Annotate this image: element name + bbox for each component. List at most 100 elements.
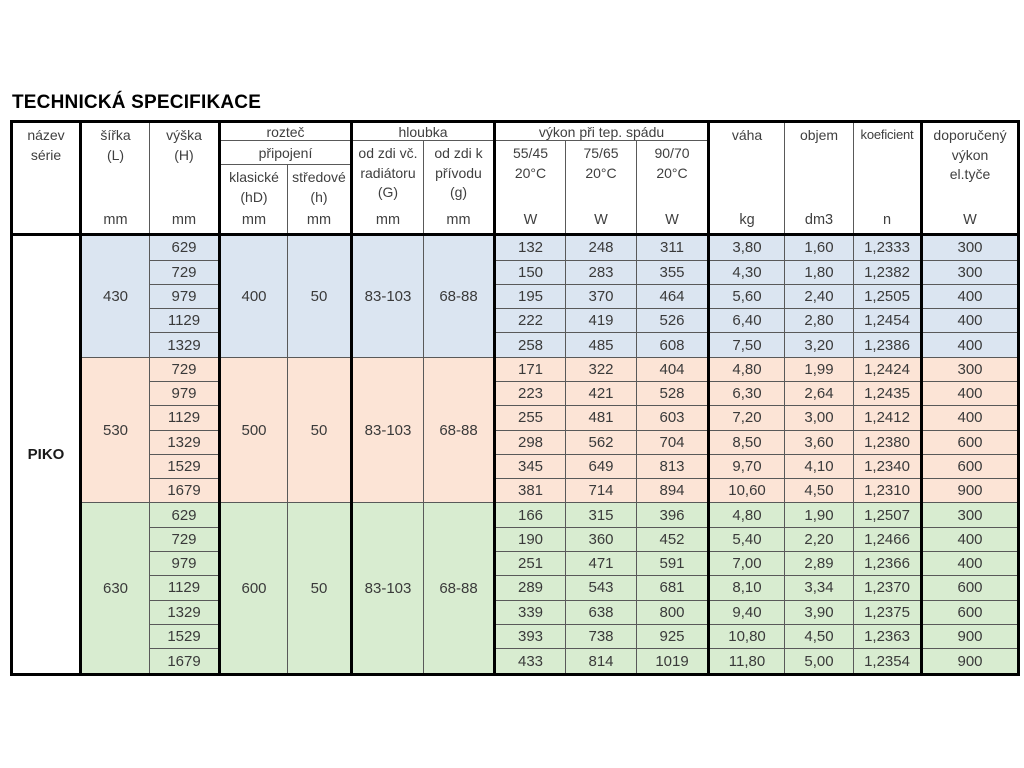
cell-koeficient: 1,2466 <box>853 526 924 553</box>
cell-vykon-7565: 419 <box>565 308 638 334</box>
col-header-vyska-unit: mm <box>171 212 197 229</box>
cell-vykon-9070: 404 <box>636 356 711 383</box>
cell-koeficient: 1,2363 <box>853 623 924 650</box>
cell-objem: 4,50 <box>784 623 855 650</box>
cell-vykon-9070: 925 <box>636 623 711 650</box>
col-header-od-zdi-vc: od zdi vč. radiátoru (G) mm <box>351 140 424 235</box>
cell-vykon-5545: 132 <box>494 234 567 261</box>
cell-koeficient: 1,2435 <box>853 381 924 407</box>
cell-vyska: 979 <box>149 551 221 577</box>
cell-vaha: 9,70 <box>708 453 786 480</box>
cell-koeficient: 1,2382 <box>853 259 924 285</box>
cell-vykon-9070: 894 <box>636 478 711 504</box>
table-row: 729 190 360 452 5,40 2,20 1,2466 400 <box>12 526 1020 553</box>
col-header-pripojeni: připojení <box>219 140 353 165</box>
cell-koeficient: 1,2340 <box>853 453 924 480</box>
cell-koeficient: 1,2370 <box>853 575 924 601</box>
col-header-od-zdi-vc-unit: mm <box>375 212 401 229</box>
cell-doporuceny-vykon: 400 <box>921 308 1020 334</box>
cell-vykon-7565: 471 <box>565 551 638 577</box>
cell-vaha: 5,40 <box>708 526 786 553</box>
cell-vykon-9070: 591 <box>636 551 711 577</box>
cell-vyska: 1529 <box>149 623 221 650</box>
cell-vykon-5545: 223 <box>494 381 567 407</box>
table-row: 1329 339 638 800 9,40 3,90 1,2375 600 <box>12 599 1020 625</box>
cell-vykon-7565: 283 <box>565 259 638 285</box>
cell-vykon-5545: 393 <box>494 623 567 650</box>
col-header-sirka: šířka (L) mm <box>80 121 150 235</box>
cell-objem: 5,00 <box>784 648 855 675</box>
cell-doporuceny-vykon: 900 <box>921 478 1020 504</box>
cell-objem: 2,40 <box>784 283 855 310</box>
col-header-koeficient-unit: n <box>882 212 892 229</box>
cell-vykon-5545: 258 <box>494 332 567 358</box>
cell-koeficient: 1,2354 <box>853 648 924 675</box>
cell-vyska: 979 <box>149 283 221 310</box>
series-name-cell: PIKO <box>11 234 82 675</box>
col-header-stredove: středové (h) mm <box>287 164 353 235</box>
cell-doporuceny-vykon: 600 <box>921 575 1020 601</box>
cell-vyska: 1129 <box>149 308 221 334</box>
table-row: 630 629 600 50 83-103 68-88 166 315 396 4,80 1,90 1… <box>12 502 1020 675</box>
cell-vykon-7565: 638 <box>565 599 638 625</box>
header-row-sub2: klasické (hD) mm středové (h) mm <box>12 164 1019 235</box>
cell-objem: 2,64 <box>784 381 855 407</box>
cell-vykon-7565: 738 <box>565 623 638 650</box>
cell-vaha: 10,60 <box>708 478 786 504</box>
cell-doporuceny-vykon: 400 <box>921 405 1020 431</box>
cell-koeficient: 1,2375 <box>853 599 924 625</box>
cell-vykon-7565: 485 <box>565 332 638 358</box>
cell-vaha: 10,80 <box>708 623 786 650</box>
cell-koeficient: 1,2310 <box>853 478 924 504</box>
cell-vykon-7565: 248 <box>565 234 638 261</box>
cell-objem: 2,80 <box>784 308 855 334</box>
col-header-od-zdi-k-label: od zdi k přívodu (g) <box>434 145 483 201</box>
cell-koeficient: 1,2386 <box>853 332 924 358</box>
cell-vyska: 1329 <box>149 429 221 455</box>
cell-vaha: 3,80 <box>708 234 786 261</box>
cell-doporuceny-vykon: 600 <box>921 599 1020 625</box>
col-header-vaha: váha kg <box>708 121 786 235</box>
col-header-vaha-label: váha <box>731 127 763 143</box>
cell-klasicke: 600 <box>219 502 288 675</box>
cell-klasicke: 500 <box>219 356 288 504</box>
cell-hloubka-gs: 68-88 <box>422 234 497 358</box>
cell-klasicke: 400 <box>219 234 288 358</box>
cell-vykon-5545: 171 <box>494 356 567 383</box>
cell-objem: 4,50 <box>784 478 855 504</box>
cell-stredove: 50 <box>287 234 353 358</box>
cell-vyska: 1329 <box>149 599 221 625</box>
table-header: název série šířka (L) mm výška (H) mm rozt… <box>11 121 1020 235</box>
cell-vykon-7565: 370 <box>565 283 638 310</box>
col-header-t5545: 55/45 20°C W <box>494 140 567 235</box>
cell-vykon-9070: 681 <box>636 575 711 601</box>
col-header-hloubka: hloubka <box>350 121 497 141</box>
cell-koeficient: 1,2333 <box>853 234 924 261</box>
cell-vyska: 1679 <box>149 478 221 504</box>
cell-objem: 4,10 <box>784 453 855 480</box>
cell-vykon-7565: 322 <box>565 356 638 383</box>
cell-vykon-9070: 800 <box>636 599 711 625</box>
cell-objem: 3,90 <box>784 599 855 625</box>
cell-doporuceny-vykon: 600 <box>921 453 1020 480</box>
cell-doporuceny-vykon: 400 <box>921 332 1020 358</box>
col-header-doporuceny-unit: W <box>963 212 977 229</box>
table-row: 729 150 283 355 4,30 1,80 1,2382 300 <box>12 259 1020 285</box>
cell-vykon-7565: 421 <box>565 381 638 407</box>
header-row-sub1: připojení od zdi vč. radiátoru (G) mm od … <box>12 140 1019 235</box>
table-row: 1129 222 419 526 6,40 2,80 1,2454 400 <box>12 308 1020 334</box>
cell-vaha: 11,80 <box>708 648 786 675</box>
col-header-objem-unit: dm3 <box>804 212 834 229</box>
cell-vykon-5545: 255 <box>494 405 567 431</box>
cell-koeficient: 1,2380 <box>853 429 924 455</box>
cell-objem: 2,89 <box>784 551 855 577</box>
col-header-doporuceny-label: doporučený výkon el.tyče <box>933 127 1007 183</box>
col-header-t5545-label: 55/45 20°C <box>512 145 549 181</box>
col-header-klasicke: klasické (hD) mm <box>219 164 288 235</box>
cell-vykon-9070: 704 <box>636 429 711 455</box>
cell-vykon-5545: 190 <box>494 526 567 553</box>
cell-vykon-9070: 396 <box>636 502 711 528</box>
cell-vykon-5545: 289 <box>494 575 567 601</box>
table-row: 1129 289 543 681 8,10 3,34 1,2370 600 <box>12 575 1020 601</box>
cell-doporuceny-vykon: 300 <box>921 259 1020 285</box>
